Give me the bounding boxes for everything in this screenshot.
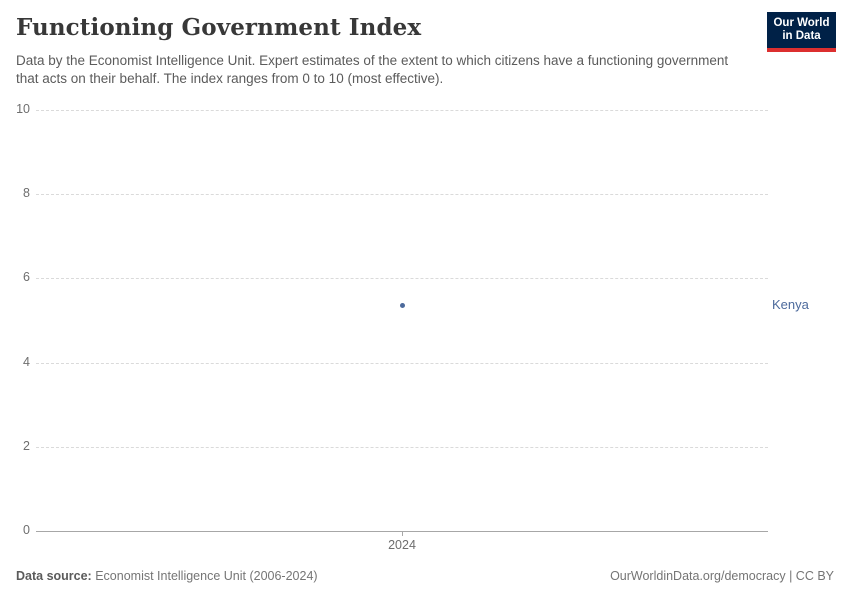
owid-logo-line2: in Data (782, 30, 821, 42)
data-point-kenya[interactable] (399, 302, 405, 308)
data-source-note: Data source: Economist Intelligence Unit… (16, 569, 318, 583)
y-tick-label: 0 (23, 523, 30, 537)
y-tick-label: 6 (23, 270, 30, 285)
page-title: Functioning Government Index (16, 14, 422, 41)
owid-logo-line1: Our World (773, 16, 830, 29)
series-label-kenya[interactable]: Kenya (772, 297, 809, 313)
attribution-link[interactable]: OurWorldinData.org/democracy | CC BY (610, 569, 834, 583)
y-gridline (36, 446, 768, 448)
data-source-label: Data source: (16, 569, 92, 583)
y-tick-label: 2 (23, 438, 30, 453)
x-tick-mark (401, 531, 403, 536)
y-gridline (36, 194, 768, 196)
y-gridline (36, 362, 768, 364)
y-tick-label: 8 (23, 186, 30, 201)
y-gridline (36, 278, 768, 280)
x-tick-label: 2024 (388, 538, 416, 552)
y-tick-label: 10 (16, 102, 30, 116)
chart-subtitle: Data by the Economist Intelligence Unit.… (16, 53, 729, 86)
owid-logo[interactable]: Our World in Data (767, 12, 836, 52)
chart-footer: Data source: Economist Intelligence Unit… (16, 569, 834, 583)
data-source-text: Economist Intelligence Unit (2006-2024) (95, 569, 318, 583)
y-tick-label: 4 (23, 354, 30, 369)
y-gridline (36, 110, 768, 111)
